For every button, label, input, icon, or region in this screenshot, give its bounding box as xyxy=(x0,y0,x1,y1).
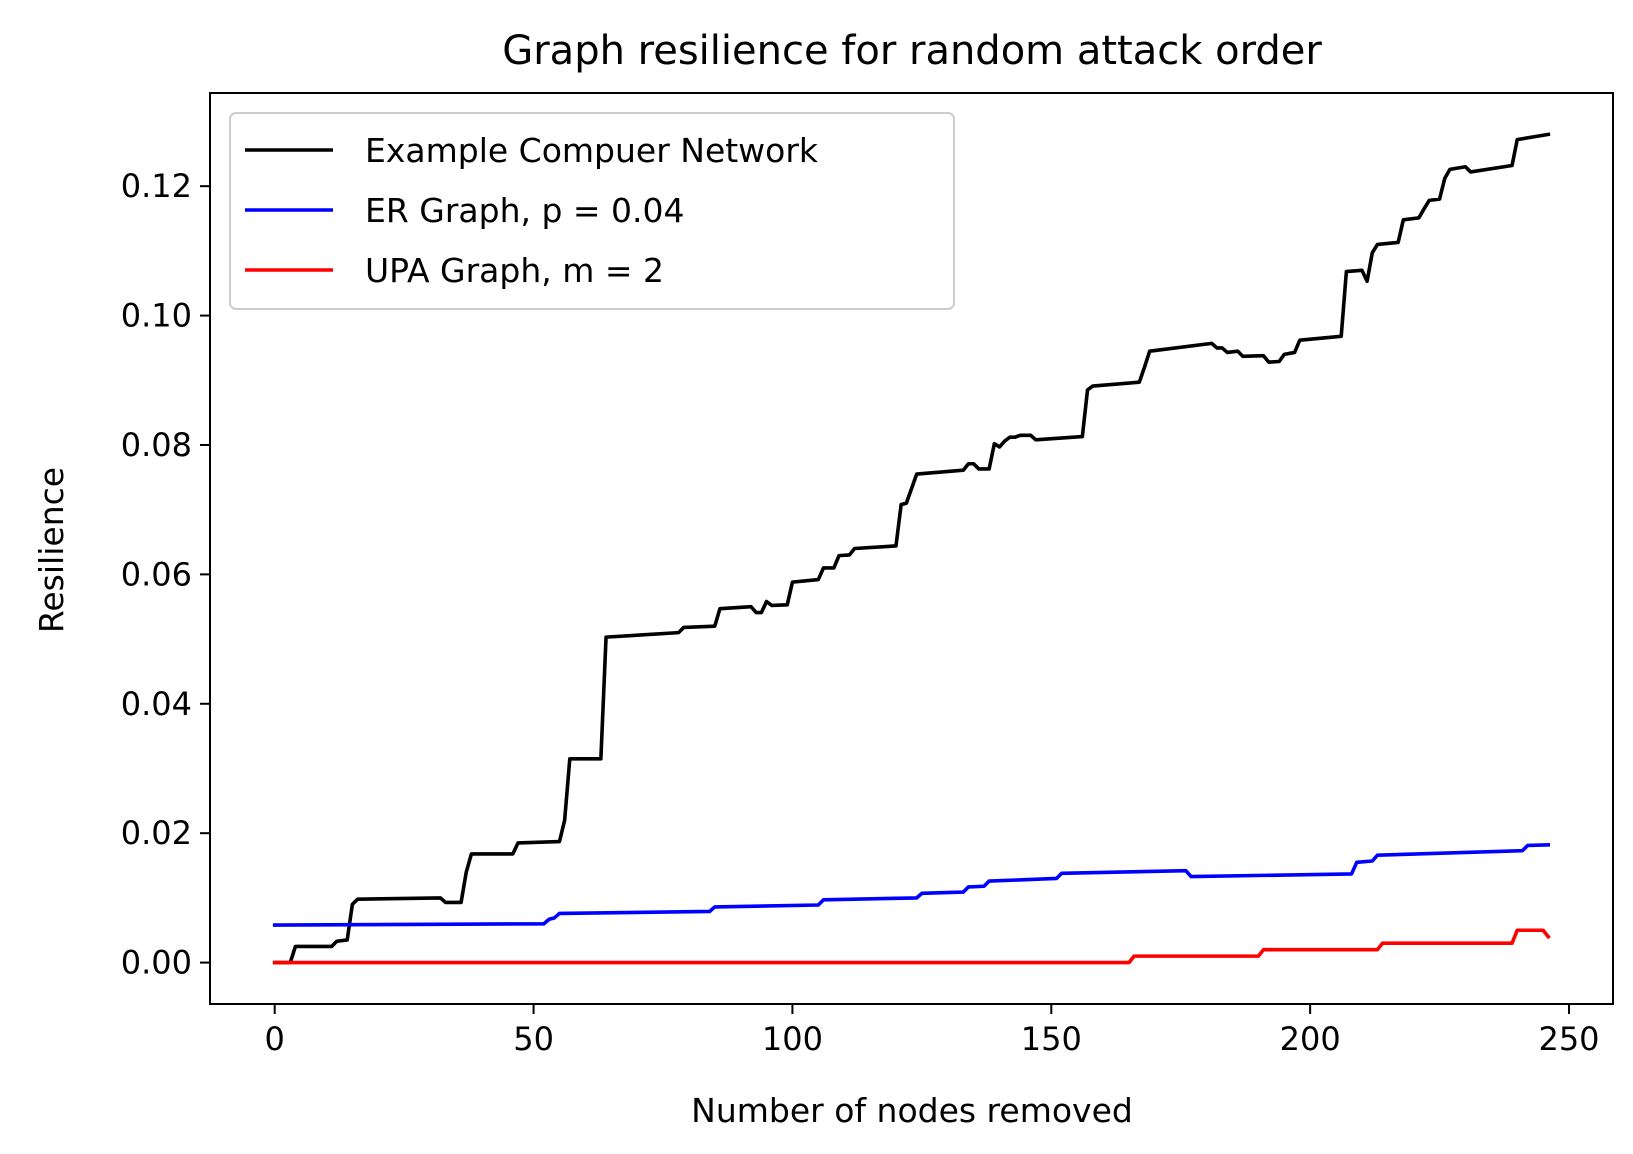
legend: Example Compuer Network ER Graph, p = 0.0… xyxy=(229,112,955,310)
y-tick-label: 0.08 xyxy=(121,426,192,464)
legend-label-2: ER Graph, p = 0.04 xyxy=(365,191,685,230)
x-tick-label: 50 xyxy=(513,1020,554,1058)
y-axis-label: Resilience xyxy=(32,467,71,633)
legend-label-3: UPA Graph, m = 2 xyxy=(365,251,664,290)
series-line-3 xyxy=(272,928,1551,965)
series-layer xyxy=(272,132,1551,965)
series-line-2 xyxy=(272,842,1551,927)
x-axis-label: Number of nodes removed xyxy=(691,1091,1133,1130)
y-tick-label: 0.06 xyxy=(121,555,192,593)
legend-label-1: Example Compuer Network xyxy=(365,131,819,170)
y-tick-label: 0.00 xyxy=(121,944,192,982)
y-tick-label: 0.10 xyxy=(121,297,192,335)
legend-box xyxy=(229,112,955,310)
y-axis: 0.00 0.02 0.04 0.06 0.08 0.10 0.12 xyxy=(121,167,210,982)
x-tick-label: 200 xyxy=(1280,1020,1341,1058)
x-tick-label: 0 xyxy=(265,1020,285,1058)
series-line-1 xyxy=(272,132,1551,965)
x-tick-label: 150 xyxy=(1021,1020,1082,1058)
y-tick-label: 0.04 xyxy=(121,685,192,723)
y-tick-label: 0.12 xyxy=(121,167,192,205)
chart-title: Graph resilience for random attack order xyxy=(502,28,1322,74)
x-tick-label: 100 xyxy=(762,1020,823,1058)
x-axis: 0 50 100 150 200 250 xyxy=(265,1004,1600,1058)
y-tick-label: 0.02 xyxy=(121,814,192,852)
plot-frame xyxy=(209,92,1614,1005)
x-tick-label: 250 xyxy=(1538,1020,1599,1058)
